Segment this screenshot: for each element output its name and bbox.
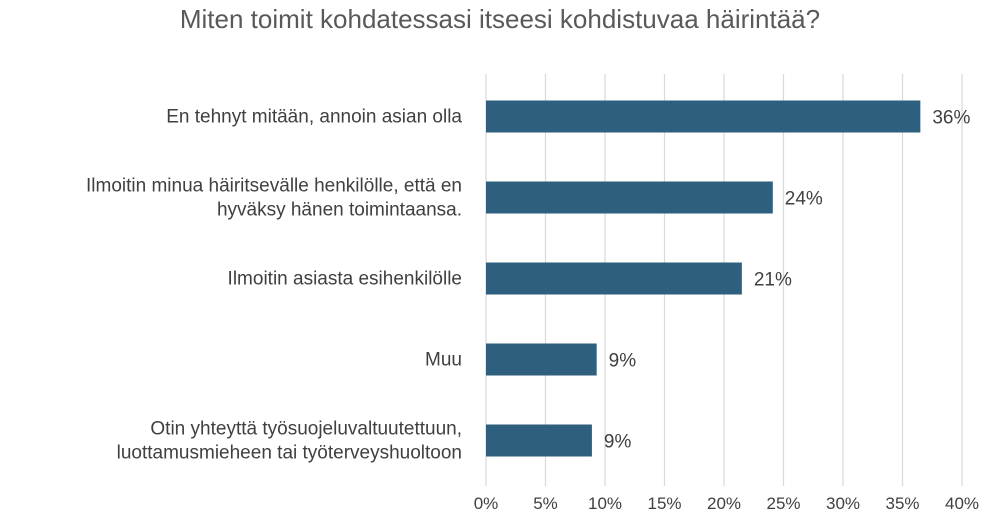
bar: [486, 262, 742, 295]
x-tick-label: 10%: [588, 494, 622, 513]
x-tick-label: 0%: [474, 494, 499, 513]
category-label: Ilmoitin asiasta esihenkilölle: [228, 269, 462, 290]
data-label: 36%: [932, 108, 970, 129]
data-label: 9%: [604, 432, 632, 453]
x-tick-label: 20%: [707, 494, 741, 513]
bar: [486, 181, 773, 214]
data-labels: 36% 24% 21% 9% 9%: [604, 108, 971, 453]
x-axis-ticks: 0% 5% 10% 15% 20% 25% 30% 35% 40%: [474, 494, 979, 513]
data-label: 9%: [609, 351, 637, 372]
data-label: 24%: [785, 189, 823, 210]
category-label: Otin yhteyttä työsuojeluvaltuutettuun, lu…: [117, 419, 462, 464]
x-tick-label: 30%: [826, 494, 860, 513]
x-tick-label: 40%: [945, 494, 979, 513]
data-label: 21%: [754, 270, 792, 291]
x-tick-label: 15%: [647, 494, 681, 513]
category-labels: En tehnyt mitään, annoin asian olla Ilmoi…: [86, 107, 462, 464]
x-tick-label: 25%: [766, 494, 800, 513]
bar: [486, 424, 592, 457]
chart-title: Miten toimit kohdatessasi itseesi kohdis…: [179, 4, 821, 34]
category-label: Muu: [425, 350, 462, 371]
category-label: En tehnyt mitään, annoin asian olla: [166, 107, 462, 128]
category-label: Ilmoitin minua häiritsevälle henkilölle,…: [86, 176, 462, 221]
bars: [486, 100, 921, 457]
x-tick-label: 5%: [533, 494, 558, 513]
x-tick-label: 35%: [885, 494, 919, 513]
bar: [486, 343, 597, 376]
bar: [486, 100, 921, 133]
